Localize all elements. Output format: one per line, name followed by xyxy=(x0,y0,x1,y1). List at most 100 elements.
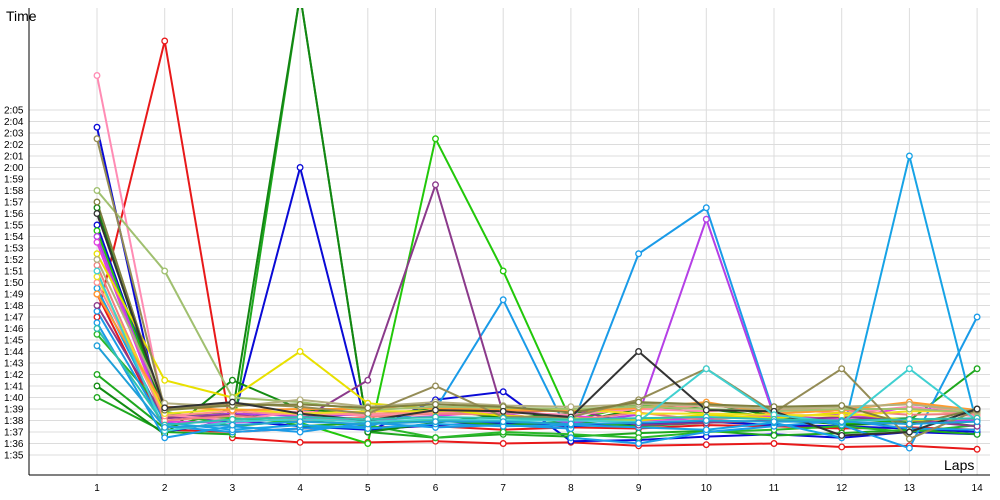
x-tick-label: 6 xyxy=(433,483,439,494)
y-tick-label: 2:05 xyxy=(4,106,24,117)
data-point xyxy=(973,313,981,321)
data-point xyxy=(905,420,913,428)
data-point xyxy=(973,445,981,453)
data-point xyxy=(905,428,913,436)
series-line xyxy=(96,189,978,414)
data-point xyxy=(161,267,169,275)
data-point xyxy=(702,365,710,373)
data-point xyxy=(499,296,507,304)
y-tick-label: 1:51 xyxy=(4,267,24,278)
y-tick-label: 1:40 xyxy=(4,393,24,404)
y-tick-label: 2:00 xyxy=(4,163,24,174)
y-tick-label: 1:58 xyxy=(4,186,24,197)
data-point xyxy=(432,181,439,189)
x-axis-title: Laps xyxy=(944,457,974,473)
y-tick-label: 1:59 xyxy=(4,175,24,186)
data-point xyxy=(635,440,643,447)
data-point xyxy=(567,403,575,411)
x-tick-label: 13 xyxy=(904,483,916,494)
data-point xyxy=(161,423,169,431)
data-point xyxy=(296,348,304,355)
data-point xyxy=(296,418,304,426)
data-point xyxy=(905,400,913,408)
series-line xyxy=(96,8,978,439)
x-tick-label: 9 xyxy=(636,483,642,494)
x-tick-label: 4 xyxy=(297,483,303,494)
y-tick-label: 1:50 xyxy=(4,278,24,289)
series-line xyxy=(96,155,979,439)
y-tick-label: 1:43 xyxy=(4,359,24,370)
data-point xyxy=(364,420,372,428)
data-point xyxy=(499,267,507,275)
x-tick-label: 10 xyxy=(701,483,713,494)
data-point xyxy=(93,198,101,206)
data-point xyxy=(93,330,101,338)
series-line xyxy=(96,201,978,427)
data-point xyxy=(838,432,846,439)
data-point xyxy=(364,440,372,447)
y-tick-label: 1:55 xyxy=(4,221,24,232)
data-point xyxy=(93,279,101,286)
data-point xyxy=(499,388,507,396)
data-point xyxy=(296,400,304,408)
series-line xyxy=(96,327,978,427)
series-line xyxy=(96,213,978,437)
data-point xyxy=(93,342,101,350)
data-point xyxy=(93,204,101,212)
data-point xyxy=(838,402,846,409)
series-points xyxy=(93,37,981,453)
series-line xyxy=(96,138,978,441)
data-point xyxy=(635,419,643,427)
data-point xyxy=(93,319,101,327)
data-point xyxy=(161,37,169,45)
x-tick-label: 7 xyxy=(500,483,506,494)
data-point xyxy=(905,444,913,452)
data-point xyxy=(228,421,236,429)
data-point xyxy=(432,135,439,143)
data-point xyxy=(702,406,710,414)
data-point xyxy=(635,250,643,258)
data-point xyxy=(702,417,710,424)
data-point xyxy=(93,267,101,275)
data-point xyxy=(702,215,710,223)
y-tick-label: 1:57 xyxy=(4,198,24,209)
data-point xyxy=(635,348,643,355)
data-point xyxy=(905,365,913,373)
data-point xyxy=(93,256,101,263)
data-point xyxy=(93,382,101,390)
y-tick-label: 1:45 xyxy=(4,336,24,347)
data-point xyxy=(432,418,439,426)
data-point xyxy=(567,434,575,442)
y-tick-label: 2:04 xyxy=(4,117,24,128)
data-point xyxy=(296,428,304,436)
data-point xyxy=(499,418,507,426)
data-point xyxy=(93,187,101,194)
data-point xyxy=(702,441,710,449)
data-point xyxy=(702,400,710,408)
data-point xyxy=(702,204,710,212)
data-point xyxy=(296,438,304,446)
y-tick-label: 1:37 xyxy=(4,428,24,439)
series-line xyxy=(96,163,978,443)
data-point xyxy=(973,418,981,426)
data-point xyxy=(93,284,101,292)
y-tick-label: 2:01 xyxy=(4,152,24,163)
data-point xyxy=(702,426,710,434)
y-axis-title: Time xyxy=(6,8,37,24)
data-point xyxy=(499,428,507,436)
y-tick-label: 1:49 xyxy=(4,290,24,301)
x-tick-label: 11 xyxy=(769,483,780,494)
data-point xyxy=(770,432,778,439)
data-point xyxy=(161,434,169,442)
y-tick-label: 2:03 xyxy=(4,129,24,140)
y-tick-label: 1:48 xyxy=(4,301,24,312)
data-point xyxy=(93,72,101,79)
data-point xyxy=(905,152,913,160)
series-line xyxy=(96,253,978,422)
data-point xyxy=(93,250,101,258)
data-point xyxy=(93,238,101,246)
data-point xyxy=(93,313,101,321)
data-point xyxy=(635,398,643,406)
data-point xyxy=(567,420,575,428)
data-point xyxy=(161,376,169,384)
